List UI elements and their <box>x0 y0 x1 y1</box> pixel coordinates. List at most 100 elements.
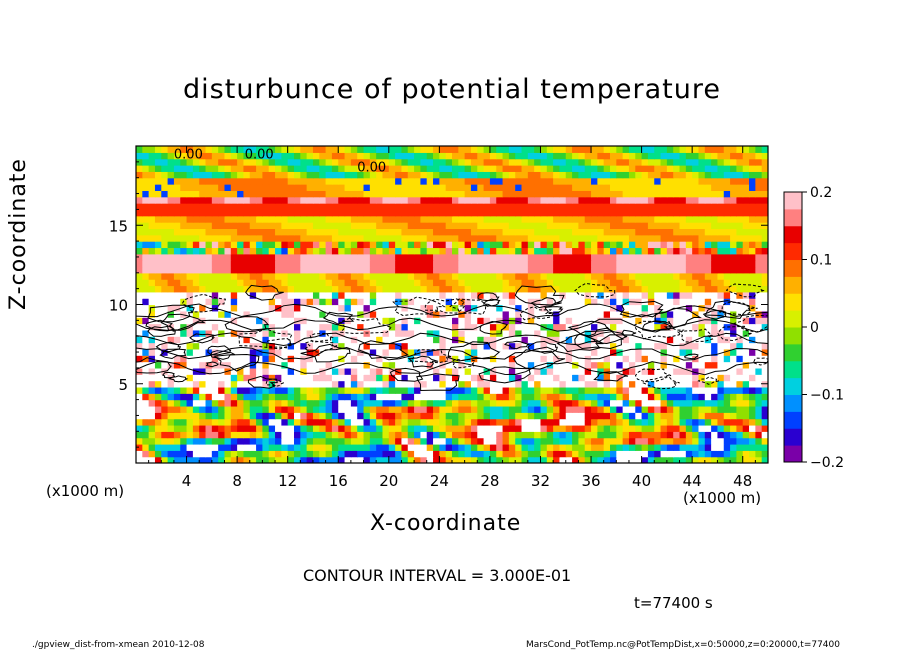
heatmap-cell <box>275 234 282 242</box>
heatmap-cell <box>331 393 339 401</box>
heatmap-cell <box>338 348 346 356</box>
heatmap-cell <box>521 367 529 375</box>
heatmap-cell <box>559 146 567 153</box>
heatmap-cell <box>294 272 301 280</box>
heatmap-cell <box>224 272 232 280</box>
heatmap-cell <box>243 190 251 198</box>
heatmap-cell <box>597 165 605 172</box>
heatmap-cell <box>180 234 188 242</box>
heatmap-cell <box>489 228 497 236</box>
heatmap-cell <box>205 184 213 191</box>
heatmap-cell <box>262 203 270 210</box>
heatmap-cell <box>312 222 320 230</box>
heatmap-cell <box>186 310 194 318</box>
heatmap-cell <box>565 443 573 451</box>
heatmap-cell <box>477 171 485 179</box>
heatmap-cell <box>717 456 725 463</box>
heatmap-cell <box>692 222 700 230</box>
heatmap-cell <box>344 196 352 204</box>
heatmap-cell <box>489 336 497 344</box>
heatmap-cell <box>300 272 308 280</box>
heatmap-cell <box>395 228 403 236</box>
heatmap-cell <box>256 424 263 432</box>
heatmap-cell <box>704 184 712 191</box>
heatmap-cell <box>401 158 409 166</box>
heatmap-cell <box>584 247 592 255</box>
heatmap-cell <box>483 374 491 382</box>
heatmap-cell <box>584 367 592 375</box>
heatmap-cell <box>325 456 333 463</box>
heatmap-cell <box>755 342 763 350</box>
heatmap-cell <box>647 412 655 420</box>
heatmap-cell <box>357 222 365 230</box>
heatmap-cell <box>452 190 459 198</box>
heatmap-cell <box>148 184 156 191</box>
heatmap-cell <box>249 165 257 172</box>
heatmap-cell <box>591 399 598 407</box>
heatmap-cell <box>489 304 497 312</box>
heatmap-cell <box>249 323 257 331</box>
heatmap-cell <box>508 215 516 223</box>
heatmap-cell <box>205 399 213 407</box>
heatmap-cell <box>603 456 611 463</box>
heatmap-cell <box>673 266 681 274</box>
heatmap-cell <box>281 437 289 445</box>
heatmap-cell <box>553 209 561 217</box>
heatmap-cell <box>344 234 352 242</box>
heatmap-cell <box>742 348 750 356</box>
heatmap-cell <box>294 443 301 451</box>
heatmap-cell <box>154 203 162 210</box>
heatmap-cell <box>616 279 624 287</box>
heatmap-cell <box>395 190 403 198</box>
heatmap-cell <box>584 329 592 337</box>
heatmap-cell <box>502 253 510 261</box>
heatmap-cell <box>711 146 719 153</box>
heatmap-cell <box>458 260 466 268</box>
heatmap-cell <box>685 317 693 325</box>
heatmap-cell <box>755 412 763 420</box>
heatmap-cell <box>199 272 207 280</box>
heatmap-cell <box>275 399 282 407</box>
heatmap-cell <box>211 437 219 445</box>
heatmap-cell <box>508 171 516 179</box>
heatmap-cell <box>692 253 700 261</box>
heatmap-cell <box>622 291 630 299</box>
heatmap-cell <box>572 310 579 318</box>
heatmap-cell <box>401 241 409 249</box>
heatmap-cell <box>742 184 750 191</box>
heatmap-cell <box>306 412 314 420</box>
heatmap-cell <box>628 336 636 344</box>
heatmap-cell <box>508 342 516 350</box>
heatmap-cell <box>591 266 598 274</box>
heatmap-cell <box>325 443 333 451</box>
heatmap-cell <box>369 399 377 407</box>
heatmap-cell <box>281 380 289 388</box>
heatmap-cell <box>142 247 150 255</box>
heatmap-cell <box>628 412 636 420</box>
heatmap-cell <box>477 203 485 210</box>
heatmap-cell <box>635 380 643 388</box>
heatmap-cell <box>136 234 143 242</box>
heatmap-cell <box>546 260 554 268</box>
heatmap-cell <box>407 367 415 375</box>
heatmap-cell <box>660 260 668 268</box>
heatmap-cell <box>395 209 403 217</box>
heatmap-cell <box>458 215 466 223</box>
heatmap-cell <box>199 291 207 299</box>
heatmap-cell <box>641 336 649 344</box>
heatmap-cell <box>673 184 681 191</box>
heatmap-cell <box>275 241 282 249</box>
heatmap-cell <box>369 285 377 293</box>
heatmap-cell <box>521 279 529 287</box>
heatmap-cell <box>742 260 750 268</box>
heatmap-cell <box>647 241 655 249</box>
heatmap-cell <box>161 418 169 426</box>
heatmap-cell <box>136 329 143 337</box>
heatmap-cell <box>395 247 403 255</box>
heatmap-cell <box>692 304 700 312</box>
heatmap-cell <box>654 437 662 445</box>
heatmap-cell <box>749 196 756 204</box>
heatmap-cell <box>142 152 150 160</box>
heatmap-cell <box>673 374 681 382</box>
heatmap-cell <box>692 380 700 388</box>
